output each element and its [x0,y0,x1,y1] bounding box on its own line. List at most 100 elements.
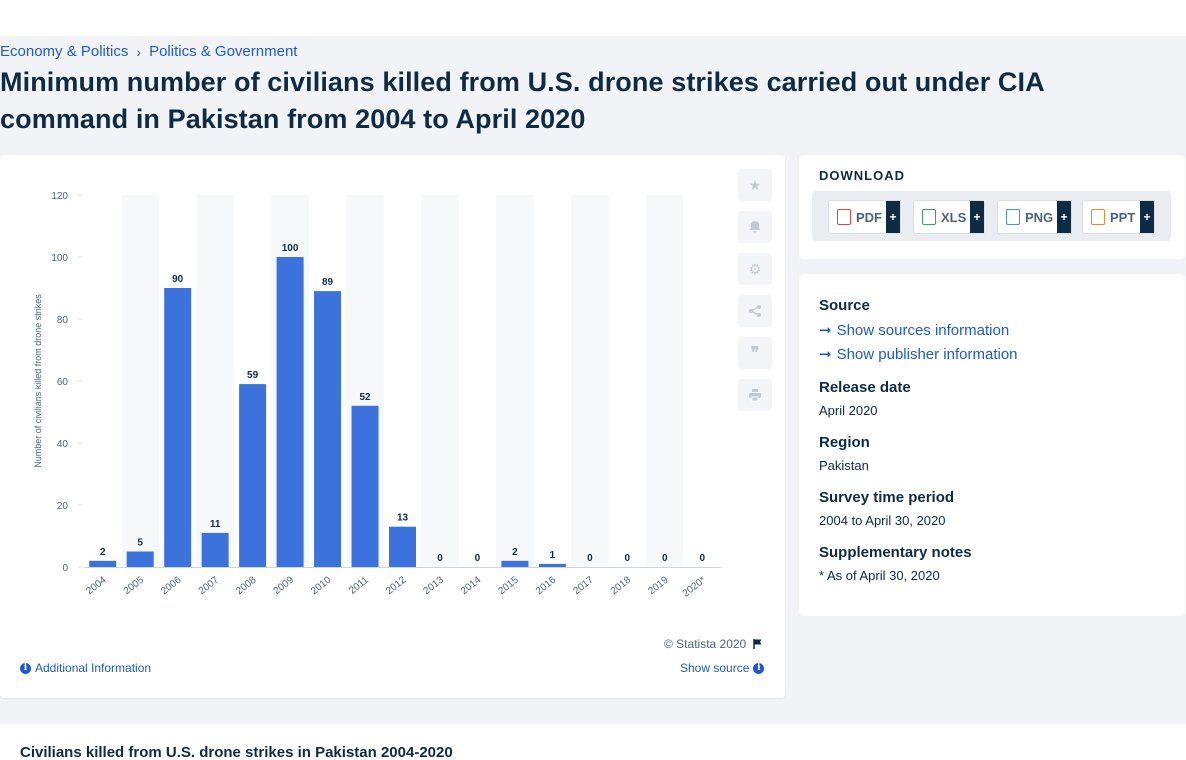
plus-icon: + [1140,201,1154,233]
plus-icon: + [886,201,900,233]
breadcrumb-politics-government[interactable]: Politics & Government [149,43,298,60]
gear-icon[interactable]: ⚙ [738,253,772,285]
data-label-2015: 2 [512,547,518,558]
supplementary-notes-heading: Supplementary notes [819,544,972,561]
bar-2016 [538,563,566,567]
data-label-2005: 5 [137,538,143,549]
x-tick-label-2009: 2009 [272,574,297,597]
bar-2005 [126,551,154,567]
show-publisher-link[interactable]: ➞ Show publisher information [819,345,1018,364]
y-tick-label: 20 [57,501,69,512]
bar-2010 [314,291,342,567]
x-tick-label-2017: 2017 [571,574,596,597]
show-sources-link[interactable]: ➞ Show sources information [819,321,1010,340]
share-icon[interactable] [738,295,772,327]
breadcrumb-separator: › [136,43,142,60]
chart-copyright: © Statista 2020 [664,637,764,651]
x-tick-label-2005: 2005 [122,574,147,597]
arrow-right-icon: ➞ [819,322,832,339]
download-png-button[interactable]: PNG + [997,200,1072,234]
y-tick-label: 0 [62,563,68,574]
y-tick-label: 120 [51,191,68,202]
additional-information-link[interactable]: i Additional Information [20,661,151,675]
arrow-right-icon: ➞ [819,346,832,363]
data-label-2014: 0 [475,553,481,564]
info-icon: i [20,662,31,674]
bar-2004 [89,560,117,567]
data-label-2012: 13 [397,513,409,524]
y-axis-label: Number of civilians killed from drone st… [33,294,43,468]
bar-2012 [389,526,416,567]
show-publisher-label: Show publisher information [836,345,1018,363]
x-tick-label-2018: 2018 [609,574,634,597]
x-tick-label-2013: 2013 [422,574,447,597]
data-label-2004: 2 [100,547,106,558]
quote-icon[interactable]: ❞ [738,337,772,369]
x-tick-label-2012: 2012 [384,574,409,597]
x-tick-label-2006: 2006 [159,574,184,597]
data-label-2019: 0 [662,553,668,564]
show-sources-label: Show sources information [836,321,1010,339]
x-tick-label-2011: 2011 [347,574,371,596]
breadcrumb: Economy & Politics › Politics & Governme… [0,43,297,60]
bar-2007 [201,532,229,567]
data-label-2010: 89 [322,277,334,288]
download-xls-button[interactable]: XLS + [913,200,985,234]
survey-period-value: 2004 to April 30, 2020 [819,513,946,528]
data-label-2008: 59 [247,370,259,381]
download-pdf-button[interactable]: PDF + [828,200,901,234]
x-tick-label-2014: 2014 [459,574,484,597]
download-xls-label: XLS [941,209,967,225]
x-tick-label-2010: 2010 [309,574,334,597]
additional-information-label: Additional Information [35,661,152,675]
release-date-value: April 2020 [819,403,878,418]
download-bar: PDF + XLS + PNG + PPT + [812,191,1171,241]
category-band [196,195,234,567]
page-title: Minimum number of civilians killed from … [0,67,1044,134]
xls-file-icon [922,209,936,225]
x-tick-label-2007: 2007 [197,574,222,597]
y-tick-label: 100 [51,253,68,264]
region-value: Pakistan [819,458,869,473]
copyright-text: © Statista 2020 [664,637,747,651]
y-tick-label: 80 [57,315,69,326]
x-tick-label-2015: 2015 [496,574,521,597]
data-label-2017: 0 [587,553,593,564]
data-label-2020*: 0 [699,553,705,564]
download-ppt-button[interactable]: PPT + [1082,200,1155,234]
data-label-2016: 1 [550,550,556,561]
download-card: DOWNLOAD PDF + XLS + PNG + PPT + [799,155,1185,259]
show-source-label: Show source [680,661,750,675]
top-navigation-bar [0,0,1186,36]
info-icon: i [753,662,765,674]
x-tick-label-2020*: 2020* [681,575,708,600]
x-tick-label-2008: 2008 [234,574,259,597]
section-title: Civilians killed from U.S. drone strikes… [20,744,453,760]
source-heading: Source [819,297,870,314]
show-source-link[interactable]: Show source i [680,661,765,675]
category-band [646,195,684,567]
data-label-2009: 100 [282,243,299,254]
y-tick-label: 60 [57,377,69,388]
source-card: Source ➞ Show sources information ➞ Show… [799,274,1185,616]
print-icon[interactable] [738,379,772,411]
data-label-2006: 90 [172,274,184,285]
category-band [421,195,459,567]
flag-icon[interactable] [752,638,764,650]
plus-icon: + [1057,201,1071,233]
data-label-2018: 0 [625,553,631,564]
x-tick-label-2004: 2004 [84,574,109,597]
star-icon[interactable]: ★ [738,169,772,201]
bar-2008 [239,384,267,567]
download-title: DOWNLOAD [819,168,905,183]
download-png-label: PNG [1025,209,1054,225]
pdf-file-icon [837,209,851,225]
data-label-2007: 11 [210,519,221,530]
survey-period-heading: Survey time period [819,489,955,506]
bell-icon[interactable] [738,211,772,243]
y-tick-label: 40 [57,439,69,450]
breadcrumb-economy-politics[interactable]: Economy & Politics [0,43,129,60]
x-tick-label-2016: 2016 [534,574,559,597]
x-tick-label-2019: 2019 [646,574,671,597]
